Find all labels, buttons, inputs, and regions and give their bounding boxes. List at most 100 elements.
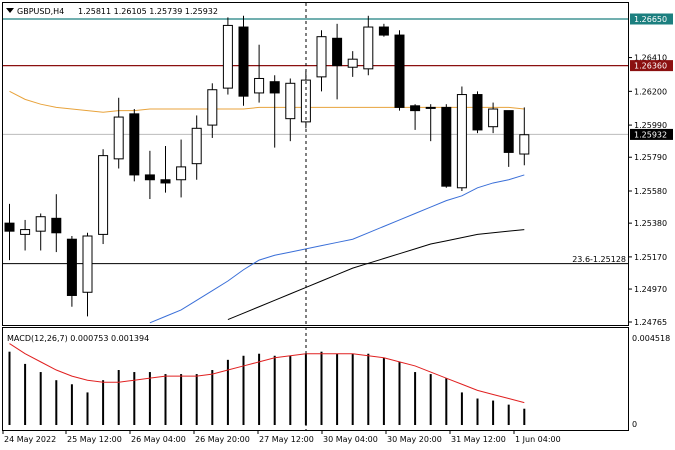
blue-ma-line [149, 174, 525, 324]
price-tag-bg [630, 128, 673, 140]
bear-candle [472, 94, 483, 131]
bull-candle [488, 108, 499, 128]
macd-bar [24, 363, 27, 425]
ohlc-values: 1.25811 1.26105 1.25739 1.25932 [78, 7, 218, 16]
macd-panel-frame [2, 327, 629, 431]
bear-candle [378, 26, 389, 36]
time-tick-label: 24 May 2022 [4, 435, 56, 444]
price-tick-label: 1.26360 [634, 62, 667, 71]
bear-candle [269, 81, 280, 94]
bull-candle [20, 229, 31, 235]
bear-candle [394, 34, 405, 108]
time-tick-label: 30 May 20:00 [387, 435, 442, 444]
time-tick-label: 27 May 12:00 [259, 435, 314, 444]
macd-bar [273, 355, 276, 425]
price-tick-label: 1.24765 [634, 318, 667, 327]
black-ma-line [227, 229, 525, 321]
macd-bar [523, 408, 526, 425]
horizontal-levels [3, 18, 628, 265]
bear-candle [129, 113, 140, 176]
bear-candle [51, 217, 62, 234]
macd-bar [102, 380, 105, 425]
macd-title: MACD(12,26,7) 0.000753 0.001394 [7, 334, 149, 343]
bull-candle [35, 216, 46, 232]
bull-candle [191, 127, 202, 165]
time-axis: 24 May 2022 25 May 12:00 26 May 04:00 26 Ma… [2, 430, 561, 444]
bear-candle [160, 179, 171, 184]
bull-candle [519, 134, 530, 155]
bull-candle [363, 26, 374, 70]
macd-zero-tick: 0 [632, 420, 637, 429]
bull-candle [207, 89, 218, 126]
symbol-dropdown-icon[interactable] [6, 8, 14, 13]
time-tick-label: 30 May 04:00 [323, 435, 378, 444]
macd-histogram [8, 343, 526, 425]
macd-bar [226, 359, 229, 425]
macd-bar [164, 374, 167, 425]
bull-candle [425, 106, 436, 109]
bear-candle [144, 174, 155, 181]
time-tick-label: 31 May 12:00 [451, 435, 506, 444]
macd-bar [258, 353, 261, 425]
time-tick-label: 1 Jun 04:00 [515, 435, 561, 444]
bull-candle [98, 155, 109, 235]
macd-bar [242, 355, 245, 425]
macd-bar [117, 370, 120, 425]
bull-candle [82, 235, 93, 293]
price-tick-label: 1.25580 [634, 187, 667, 196]
price-tick-label: 1.26650 [634, 15, 667, 24]
macd-bar [39, 372, 42, 425]
time-tick-label: 25 May 12:00 [67, 435, 122, 444]
bear-candle [410, 105, 421, 112]
price-tag-bg [630, 60, 673, 72]
bear-candle [441, 106, 452, 187]
macd-signal-line [9, 343, 525, 404]
price-panel-frame [2, 2, 629, 326]
time-tick-label: 26 May 20:00 [195, 435, 250, 444]
bull-candle [176, 166, 187, 181]
macd-bar [460, 392, 463, 425]
macd-bar [507, 404, 510, 425]
bear-candle [238, 26, 249, 97]
macd-bar [414, 372, 417, 425]
candles [4, 15, 530, 317]
symbol-label[interactable]: GBPUSD,H4 [17, 7, 64, 16]
price-tick-label: 1.25380 [634, 219, 667, 228]
macd-bar [289, 355, 292, 425]
price-tick-label: 1.25790 [634, 153, 667, 162]
bear-candle [332, 37, 343, 67]
macd-bar [367, 353, 370, 425]
macd-bar [180, 374, 183, 425]
macd-bar [351, 353, 354, 425]
macd-bar [55, 380, 58, 425]
bull-candle [222, 24, 233, 89]
macd-bar [320, 351, 323, 425]
time-tick-label: 26 May 04:00 [131, 435, 186, 444]
macd-bar [445, 378, 448, 425]
fib-level-label: 23.6-1.25128 [572, 255, 626, 264]
price-tick-label: 1.25932 [634, 130, 667, 139]
macd-bar [8, 351, 11, 425]
macd-bar [382, 357, 385, 425]
macd-bar [211, 370, 214, 425]
macd-bar [86, 392, 89, 425]
price-tick-label: 1.24970 [634, 285, 667, 294]
macd-max-tick: 0.004518 [632, 334, 670, 343]
bull-candle [254, 77, 265, 94]
price-tick-label: 1.25170 [634, 253, 667, 262]
bear-candle [4, 222, 15, 232]
price-tick-label: 1.25990 [634, 121, 667, 130]
price-tick-label: 1.26200 [634, 87, 667, 96]
bear-candle [503, 110, 514, 153]
bear-candle [66, 238, 77, 296]
macd-bar [429, 374, 432, 425]
bull-candle [113, 116, 124, 160]
bull-candle [316, 36, 327, 78]
price-tick-label: 1.26410 [634, 54, 667, 63]
orange-ema-line [9, 90, 525, 113]
bull-candle [347, 58, 358, 68]
macd-bar [133, 372, 136, 425]
macd-bar [398, 361, 401, 425]
